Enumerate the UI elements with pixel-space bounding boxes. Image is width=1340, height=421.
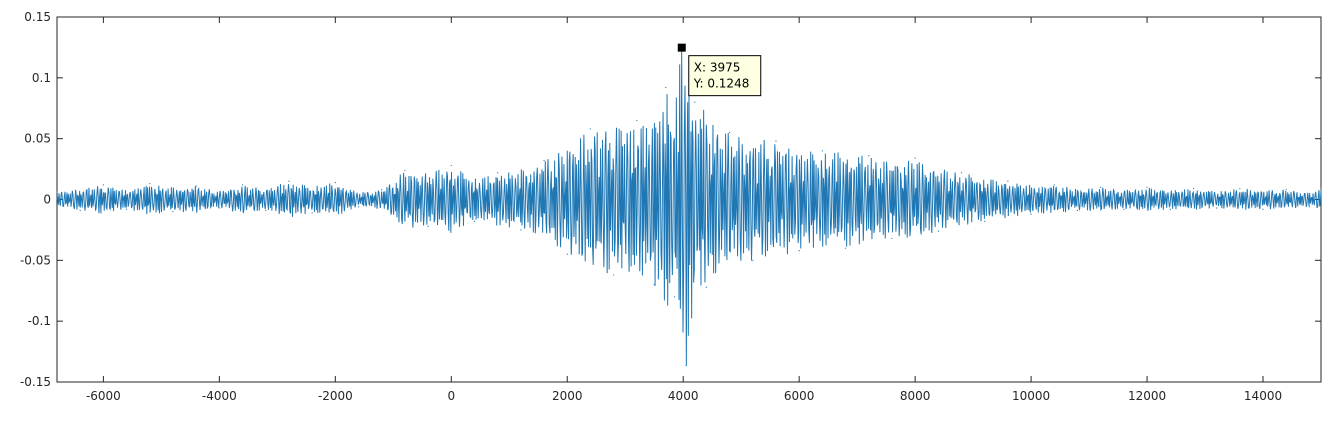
- data-point: [1308, 206, 1311, 208]
- data-point: [636, 119, 638, 122]
- data-point: [891, 237, 893, 240]
- data-point: [653, 284, 655, 286]
- data-point: [288, 180, 290, 182]
- data-point: [265, 209, 267, 212]
- data-point: [775, 140, 777, 142]
- data-point: [665, 86, 667, 89]
- data-point: [334, 181, 336, 184]
- data-point: [1239, 187, 1241, 190]
- data-point: [937, 230, 939, 232]
- datatip-box[interactable]: [688, 55, 762, 97]
- x-tick-label: -6000: [86, 389, 121, 403]
- data-point: [589, 128, 592, 130]
- data-point: [56, 191, 58, 193]
- data-point: [1192, 187, 1195, 190]
- data-point: [960, 172, 963, 174]
- x-tick-label: 8000: [900, 389, 931, 403]
- data-point: [868, 155, 870, 157]
- data-point: [473, 220, 476, 222]
- data-point: [673, 296, 676, 298]
- x-tick-label: -4000: [202, 389, 237, 403]
- datatip-x-text: X: 3975: [694, 61, 741, 75]
- data-point: [752, 259, 754, 261]
- data-point: [705, 286, 707, 288]
- data-point: [1216, 207, 1218, 209]
- data-point: [1053, 184, 1055, 186]
- datatip[interactable]: X: 3975 Y: 0.1248: [677, 43, 762, 97]
- x-tick-label: 14000: [1244, 389, 1282, 403]
- data-point: [1123, 208, 1125, 210]
- data-point: [381, 189, 383, 191]
- data-point: [1262, 208, 1264, 210]
- data-point: [566, 253, 568, 255]
- data-point: [1285, 189, 1287, 191]
- data-point: [613, 274, 615, 276]
- y-tick-label: -0.1: [28, 314, 51, 328]
- data-point: [1007, 180, 1009, 182]
- y-tick-label: 0.05: [24, 132, 51, 146]
- y-tick-label: -0.15: [20, 375, 51, 389]
- data-point: [914, 157, 916, 159]
- data-point: [694, 101, 696, 103]
- data-point: [1076, 209, 1079, 212]
- data-point: [1146, 186, 1148, 188]
- data-point: [984, 220, 986, 222]
- data-point: [427, 225, 429, 227]
- ticks-layer: -6000 -4000 -2000 0 2000 4000 6000 8000 10000 120…: [20, 10, 1321, 403]
- data-point: [685, 364, 687, 367]
- data-point: [821, 150, 823, 152]
- data-point: [172, 211, 174, 213]
- data-point: [195, 185, 197, 187]
- data-point: [149, 183, 151, 185]
- data-point: [798, 250, 800, 252]
- y-tick-label: 0: [43, 193, 51, 207]
- x-tick-label: 10000: [1012, 389, 1050, 403]
- x-tick-label: 2000: [552, 389, 583, 403]
- data-point: [79, 209, 81, 212]
- data-point: [404, 169, 406, 171]
- data-point: [1100, 186, 1102, 188]
- data-point: [543, 159, 545, 162]
- data-point: [218, 207, 220, 209]
- x-tick-label: 0: [447, 389, 455, 403]
- x-tick-label: -2000: [318, 389, 353, 403]
- data-point: [497, 172, 499, 174]
- data-point: [357, 206, 360, 208]
- data-point: [520, 229, 522, 231]
- data-point: [1169, 208, 1171, 210]
- data-point: [102, 184, 104, 186]
- datatip-marker[interactable]: [677, 43, 686, 52]
- data-point: [844, 247, 847, 249]
- x-tick-label: 12000: [1128, 389, 1166, 403]
- y-tick-label: -0.05: [20, 253, 51, 267]
- data-point: [450, 164, 452, 167]
- x-tick-label: 4000: [668, 389, 699, 403]
- datatip-y-text: Y: 0.1248: [693, 77, 750, 91]
- data-point: [1320, 187, 1322, 190]
- data-point: [1030, 213, 1032, 215]
- data-point: [311, 212, 313, 214]
- y-tick-label: 0.15: [24, 10, 51, 24]
- x-tick-label: 6000: [784, 389, 815, 403]
- data-point: [241, 184, 244, 186]
- data-point: [728, 131, 731, 134]
- data-point: [125, 208, 128, 210]
- y-tick-label: 0.1: [32, 71, 51, 85]
